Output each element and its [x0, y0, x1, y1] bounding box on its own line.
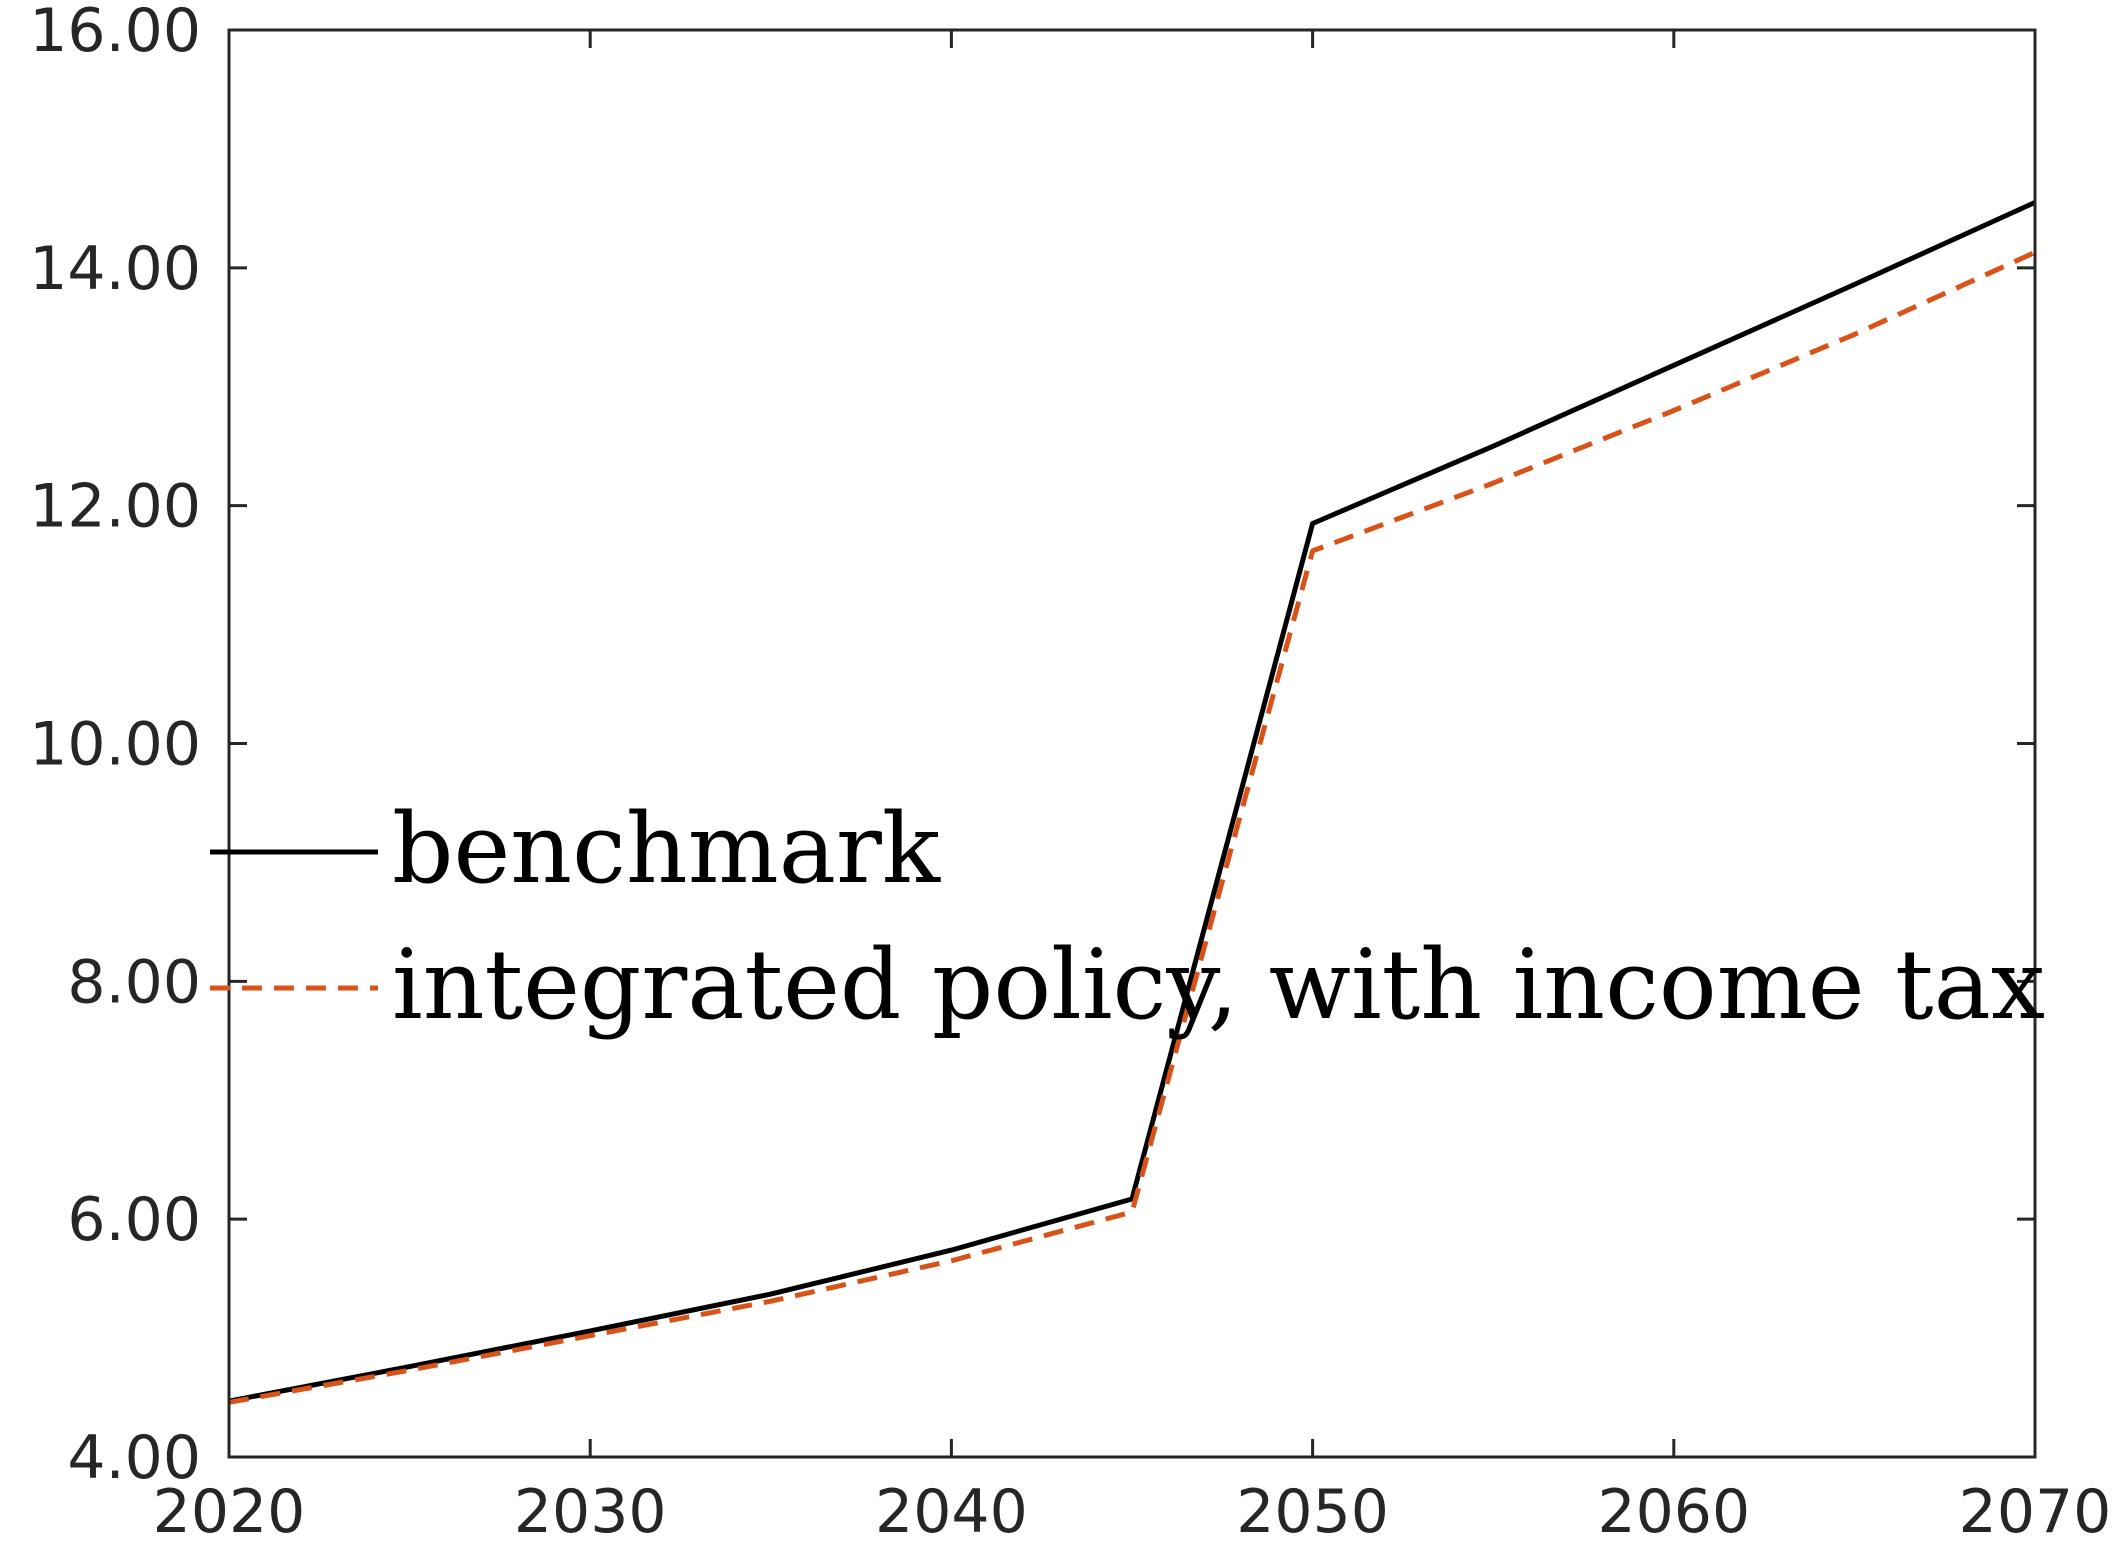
series-line-0 — [228, 200, 2037, 1404]
y-tick-label: 4.00 — [67, 1423, 201, 1493]
plot-area — [229, 30, 2035, 1457]
x-tick-label: 2020 — [153, 1477, 306, 1547]
x-tick-label: 2040 — [875, 1477, 1028, 1547]
x-tick-label: 2070 — [1959, 1477, 2112, 1547]
y-tick-label: 14.00 — [29, 234, 201, 304]
legend-label-benchmark: benchmark — [392, 793, 941, 905]
x-tick-label: 2030 — [514, 1477, 667, 1547]
y-tick-label: 6.00 — [67, 1185, 201, 1255]
legend: benchmark integrated policy, with income… — [210, 793, 2045, 1041]
y-tick-label: 8.00 — [67, 947, 201, 1017]
y-tick-label: 16.00 — [29, 0, 201, 66]
series-line-1 — [228, 250, 2037, 1405]
y-tick-label: 12.00 — [29, 472, 201, 542]
tick-layer: 2020 2030 2040 2050 2060 2070 4.00 6.00 8.00 10.0… — [29, 0, 2111, 1547]
y-tick-label: 10.00 — [29, 710, 201, 780]
x-tick-label: 2050 — [1236, 1477, 1389, 1547]
series-layer — [228, 200, 2037, 1405]
legend-label-integrated-policy: integrated policy, with income tax — [392, 929, 2045, 1041]
x-tick-label: 2060 — [1597, 1477, 1750, 1547]
